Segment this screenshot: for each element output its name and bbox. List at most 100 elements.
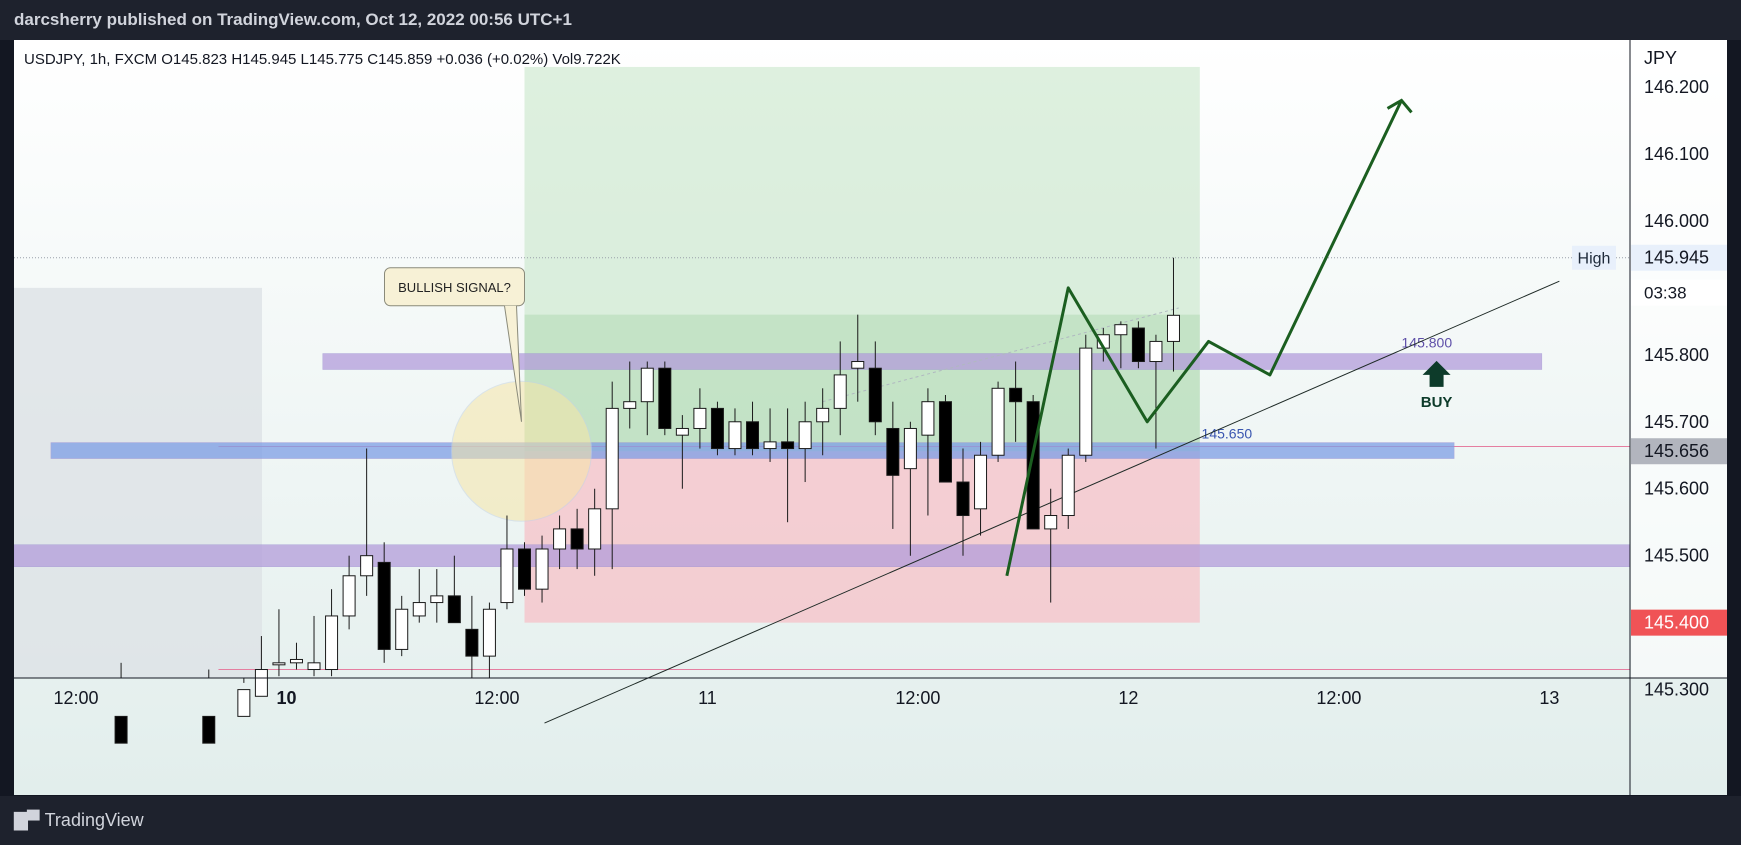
candle bbox=[289, 642, 303, 670]
candle-body bbox=[1079, 347, 1093, 456]
x-tick-label: 12:00 bbox=[474, 688, 519, 708]
candle bbox=[272, 609, 286, 677]
candle bbox=[1026, 394, 1040, 530]
candle bbox=[1044, 488, 1058, 603]
candle bbox=[535, 535, 549, 603]
x-tick-label: 12:00 bbox=[53, 688, 98, 708]
candle-body bbox=[272, 662, 286, 666]
bullish-callout[interactable] bbox=[384, 267, 525, 307]
candle-body bbox=[465, 628, 479, 657]
candle-body bbox=[921, 401, 935, 436]
high-label-bg bbox=[1572, 245, 1616, 270]
candle-body bbox=[254, 669, 268, 697]
candle-body bbox=[798, 421, 812, 450]
candle bbox=[430, 569, 444, 623]
brand-logo[interactable]: ▇▀ TradingView bbox=[14, 796, 144, 845]
ohlc-legend: USDJPY, 1h, FXCM O145.823 H145.945 L145.… bbox=[24, 51, 621, 68]
publish-line: darcsherry published on TradingView.com,… bbox=[14, 10, 572, 29]
candle-body bbox=[1009, 387, 1023, 403]
candle-body bbox=[535, 548, 549, 590]
history-box bbox=[14, 287, 262, 678]
trendline[interactable] bbox=[544, 280, 1560, 724]
candle-body bbox=[1061, 454, 1075, 517]
candle bbox=[781, 408, 795, 523]
candle bbox=[1061, 448, 1075, 529]
x-tick-label: 12:00 bbox=[1316, 688, 1361, 708]
candle-body bbox=[991, 387, 1005, 456]
candle-body bbox=[412, 602, 426, 617]
candle-body bbox=[658, 367, 672, 429]
candle bbox=[114, 662, 128, 744]
blue-label: 145.650 bbox=[1202, 426, 1253, 442]
current-price-tag bbox=[1631, 438, 1727, 465]
high-price-tag-text: 145.945 bbox=[1644, 248, 1709, 268]
purple-upper-level bbox=[322, 353, 1543, 370]
dashed-guide bbox=[822, 307, 1179, 403]
candle bbox=[903, 421, 917, 556]
candle bbox=[833, 341, 847, 436]
candle-body bbox=[710, 407, 724, 450]
candle bbox=[886, 401, 900, 529]
candle-body bbox=[570, 528, 584, 550]
y-tick-label: 146.200 bbox=[1644, 77, 1709, 97]
candle bbox=[605, 381, 619, 570]
candle bbox=[746, 401, 760, 456]
high-label: High bbox=[1578, 251, 1611, 268]
candle bbox=[482, 602, 496, 678]
candle bbox=[763, 408, 777, 462]
chart-frame[interactable]: 145.800 145.650 BULLISH SIGNAL? BUY High USD… bbox=[13, 40, 1727, 795]
candlestick-chart[interactable]: 145.800 145.650 BULLISH SIGNAL? BUY High USD… bbox=[13, 40, 1727, 795]
brand-name: TradingView bbox=[44, 810, 144, 830]
candle-body bbox=[746, 421, 760, 450]
candle-body bbox=[763, 441, 777, 450]
candle-body bbox=[202, 715, 216, 744]
purple-upper-label: 145.800 bbox=[1402, 335, 1453, 351]
candle-body bbox=[114, 715, 128, 744]
candle bbox=[237, 678, 251, 717]
candle bbox=[1166, 257, 1180, 372]
price-axis[interactable] bbox=[1631, 40, 1727, 678]
candle bbox=[1131, 321, 1145, 369]
candle-body bbox=[518, 548, 531, 590]
candle-body bbox=[307, 662, 321, 671]
purple-lower-level bbox=[13, 544, 1631, 567]
y-tick-label: 145.800 bbox=[1644, 345, 1709, 365]
y-tick-label: 146.100 bbox=[1644, 144, 1709, 164]
candle bbox=[1114, 321, 1128, 369]
candle bbox=[851, 314, 865, 402]
candle bbox=[518, 542, 531, 596]
candle bbox=[570, 508, 584, 570]
candle-body bbox=[342, 575, 356, 617]
candle bbox=[921, 388, 935, 516]
candle-body bbox=[623, 401, 637, 409]
candle-body bbox=[693, 407, 707, 429]
stop-price-tag bbox=[1631, 609, 1727, 636]
candle-body bbox=[395, 608, 409, 650]
buy-arrow-icon bbox=[1422, 360, 1451, 387]
y-tick-label: 145.600 bbox=[1644, 479, 1709, 499]
candle-body bbox=[956, 481, 970, 517]
candle-body bbox=[447, 595, 461, 624]
tradingview-logo-icon: ▇▀ bbox=[14, 810, 40, 830]
footer-bar: ▇▀ TradingView bbox=[0, 796, 1741, 845]
candle-body bbox=[289, 658, 303, 664]
candle-body bbox=[605, 407, 619, 510]
callout-pointer bbox=[504, 305, 522, 422]
candle bbox=[623, 361, 637, 429]
candle-body bbox=[1044, 515, 1058, 530]
candle-body bbox=[833, 374, 847, 409]
candle bbox=[553, 515, 567, 570]
candle-body bbox=[903, 427, 917, 470]
candle bbox=[202, 669, 216, 744]
candle bbox=[395, 595, 409, 657]
candle bbox=[325, 589, 339, 677]
candle-body bbox=[851, 361, 865, 369]
countdown-text: 03:38 bbox=[1644, 284, 1687, 303]
candle bbox=[710, 401, 724, 456]
candle bbox=[693, 388, 707, 449]
candle-body bbox=[868, 367, 882, 423]
candle-body bbox=[325, 615, 339, 671]
candle bbox=[728, 408, 742, 456]
projection-path[interactable] bbox=[1005, 99, 1403, 577]
candle bbox=[588, 488, 602, 576]
